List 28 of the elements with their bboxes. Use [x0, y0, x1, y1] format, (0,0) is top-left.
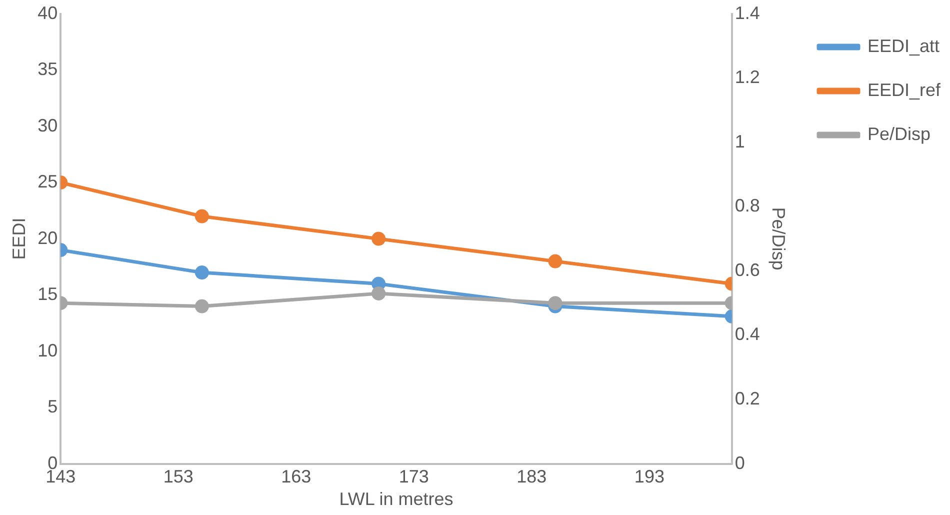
y-tick-label: 10 — [38, 340, 58, 360]
legend-label: EEDI_att — [868, 36, 940, 56]
x-axis-title: LWL in metres — [339, 489, 454, 510]
y2-tick-label: 1.2 — [734, 67, 760, 88]
x-tick-label: 183 — [516, 466, 547, 487]
x-tick-label: 163 — [281, 466, 312, 487]
y2-tick-label: 0.4 — [734, 324, 760, 344]
y-tick-label: 40 — [38, 2, 58, 23]
y2-tick-label: 0 — [734, 452, 745, 473]
y-axis-title: EEDI — [8, 218, 29, 260]
y2-axis-title: Pe/Disp — [768, 207, 789, 270]
x-tick-label: 153 — [163, 466, 194, 487]
legend-label: Pe/Disp — [868, 124, 931, 144]
y-tick-label: 20 — [38, 228, 58, 248]
legend-label: EEDI_ref — [868, 80, 942, 100]
y-tick-label: 5 — [48, 396, 58, 417]
y2-tick-label: 0.2 — [734, 388, 760, 408]
y2-tick-label: 1.4 — [734, 2, 760, 23]
y2-tick-label: 0.6 — [734, 260, 760, 280]
y-tick-label: 30 — [38, 115, 58, 136]
y-tick-label: 15 — [38, 284, 58, 304]
x-tick-label: 193 — [634, 466, 664, 487]
x-tick-label: 173 — [398, 466, 429, 487]
y-tick-label: 35 — [38, 59, 58, 80]
y2-tick-label: 1 — [734, 131, 745, 152]
point — [372, 232, 386, 246]
y2-tick-label: 0.8 — [734, 196, 760, 216]
y-tick-label: 25 — [38, 172, 58, 192]
